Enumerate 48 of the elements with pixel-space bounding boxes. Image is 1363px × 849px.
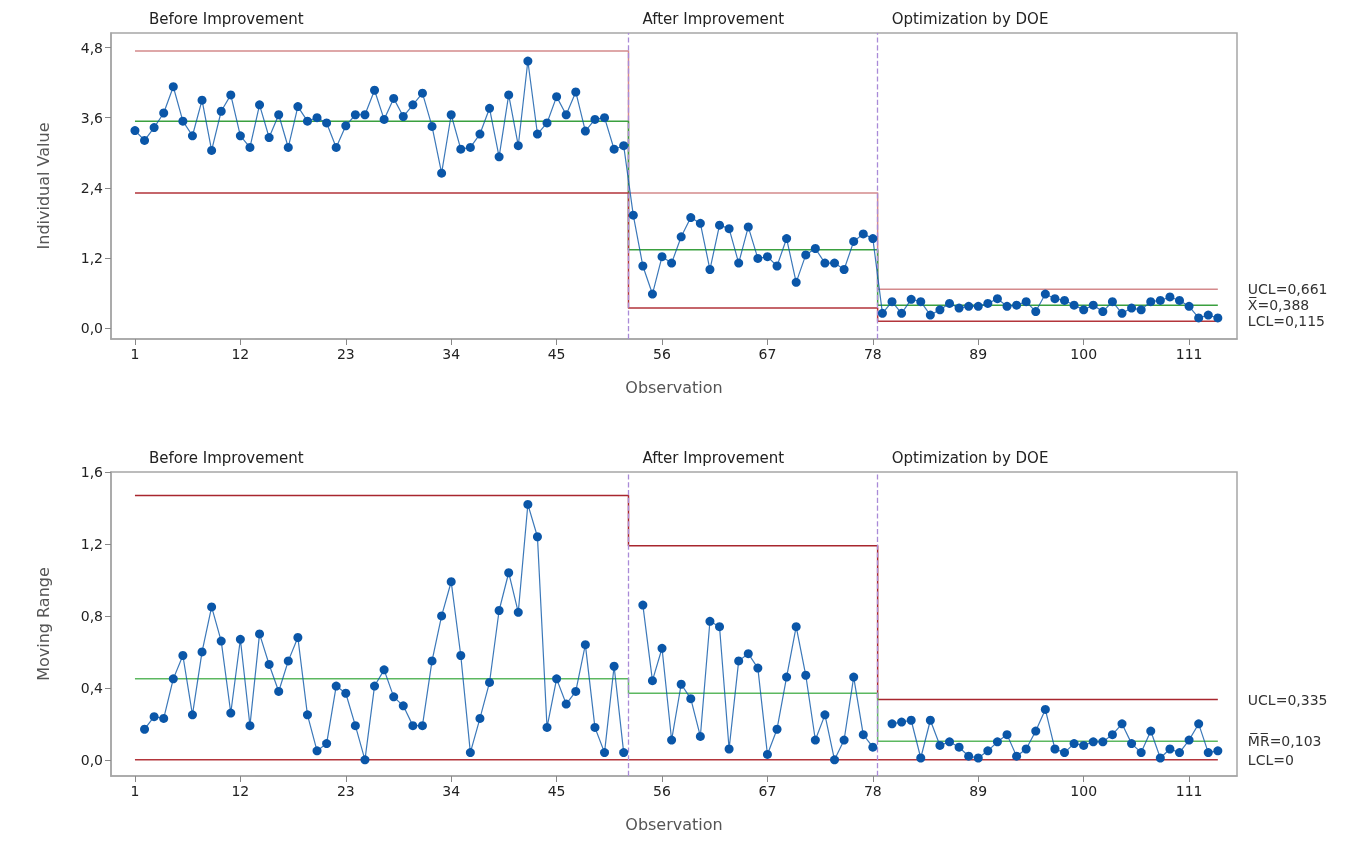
x-tick-label: 89	[969, 346, 988, 362]
x-tick-label: 67	[758, 346, 777, 362]
x-tick-label: 78	[863, 346, 882, 362]
text: Optimization by DOE	[891, 9, 1049, 28]
text: LCL=0	[1247, 751, 1294, 768]
x-tick-label: 111	[1175, 346, 1203, 362]
text: After Improvement	[642, 448, 785, 467]
y-tick-label: 2,4	[80, 179, 104, 196]
y-tick-label: 4,8	[80, 39, 103, 56]
x-tick-label: 23	[336, 783, 355, 799]
x-tick-label: 45	[547, 346, 566, 362]
x-tick-label: 56	[653, 346, 672, 362]
text: After Improvement	[642, 9, 785, 28]
text: Optimization by DOE	[891, 448, 1049, 467]
x-axis-title: Observation	[625, 377, 723, 397]
x-tick-label: 100	[1070, 346, 1098, 362]
y-tick-label: 0,0	[80, 751, 103, 768]
y-tick-label: 1,6	[80, 464, 104, 480]
x-tick-label: 1	[130, 346, 140, 362]
x-tick-label: 1	[130, 783, 140, 799]
text: UCL=0,661	[1247, 281, 1328, 298]
text: X̅=0,388	[1247, 296, 1310, 314]
y-tick-label: 3,6	[80, 109, 104, 126]
y-tick-label: 1,2	[80, 249, 103, 266]
y-tick-label: 0,4	[80, 679, 104, 696]
x-tick-label: 111	[1175, 783, 1203, 799]
y-axis-title: Moving Range	[33, 567, 53, 681]
text: LCL=0,115	[1247, 313, 1326, 330]
x-axis-title: Observation	[625, 814, 723, 834]
x-tick-label: 12	[231, 346, 250, 362]
y-tick-label: 1,2	[80, 535, 103, 552]
x-tick-label: 23	[336, 346, 355, 362]
x-tick-label: 78	[863, 783, 882, 799]
y-axis-title: Individual Value	[33, 122, 53, 250]
x-tick-label: 45	[547, 783, 566, 799]
x-tick-label: 89	[969, 783, 988, 799]
x-tick-label: 67	[758, 783, 777, 799]
y-tick-label: 0,0	[80, 319, 103, 336]
text: Before Improvement	[148, 448, 304, 467]
y-tick-label: 0,8	[80, 607, 103, 624]
x-tick-label: 34	[442, 346, 461, 362]
text: UCL=0,335	[1247, 691, 1328, 708]
text: M̅R̅=0,103	[1247, 732, 1322, 750]
x-tick-label: 56	[653, 783, 672, 799]
text: Before Improvement	[148, 9, 304, 28]
x-tick-label: 12	[231, 783, 250, 799]
x-tick-label: 34	[442, 783, 461, 799]
x-tick-label: 100	[1070, 783, 1098, 799]
